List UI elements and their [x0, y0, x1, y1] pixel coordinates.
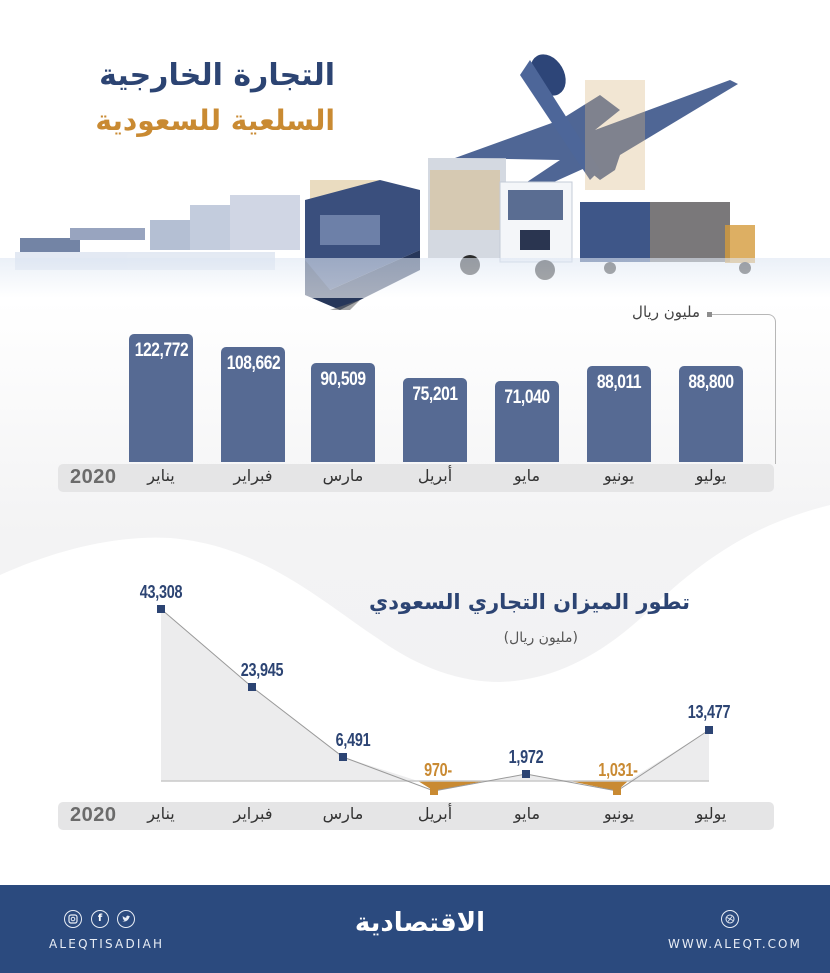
bar-jan: 122,772 [129, 334, 193, 462]
background-wave [0, 0, 830, 885]
month-label: يناير [147, 804, 175, 823]
bar-value: 88,800 [688, 372, 734, 393]
bar-unit-label: مليون ريال [632, 303, 700, 321]
unit-bracket [712, 314, 776, 464]
month-label: يوليو [695, 466, 727, 485]
page-subtitle: السلعية للسعودية [95, 104, 335, 137]
month-label: مارس [322, 466, 364, 485]
brand-logo[interactable]: الاقتصادية [354, 908, 486, 938]
social-handle: ALEQTISADIAH [49, 937, 165, 951]
website-link[interactable]: WWW.ALEQT.COM [668, 937, 802, 951]
bar-jul: 88,800 [679, 366, 743, 462]
point-value: 970- [424, 760, 452, 780]
balance-area-plot [157, 605, 713, 795]
point-marker [339, 753, 347, 761]
bar-value: 108,662 [226, 353, 281, 374]
year-label: 2020 [70, 466, 117, 488]
month-label: يونيو [603, 466, 635, 485]
bar-value: 71,040 [504, 387, 550, 408]
container-truck-icon [580, 202, 755, 274]
bar-may: 71,040 [495, 381, 559, 462]
bar-value: 90,509 [320, 369, 366, 390]
footer [0, 885, 830, 973]
point-marker [522, 770, 530, 778]
point-marker [613, 787, 621, 795]
month-label: أبريل [417, 804, 453, 823]
year-label: 2020 [70, 804, 117, 826]
month-label: مايو [513, 466, 541, 485]
point-marker [248, 683, 256, 691]
point-value: 43,308 [139, 582, 183, 602]
month-label: يونيو [603, 804, 635, 823]
bar-value: 75,201 [412, 384, 458, 405]
bar-value: 122,772 [134, 340, 189, 361]
point-value: 6,491 [335, 730, 371, 750]
facebook-icon[interactable]: f [91, 910, 109, 928]
month-label: فبراير [233, 804, 273, 823]
month-label: يوليو [695, 804, 727, 823]
bullet-icon [707, 312, 712, 317]
point-marker [705, 726, 713, 734]
point-value: 13,477 [687, 702, 731, 722]
point-value: 1,972 [508, 747, 544, 767]
point-marker [430, 787, 438, 795]
twitter-icon[interactable] [117, 910, 135, 928]
bar-jun: 88,011 [587, 366, 651, 462]
bar-month-axis: 2020 يناير فبراير مارس أبريل مايو يونيو … [58, 464, 774, 492]
month-label: أبريل [417, 466, 453, 485]
airplane-icon [455, 54, 738, 195]
bar-apr: 75,201 [403, 378, 467, 462]
line-chart-unit: (مليون ريال) [503, 630, 578, 646]
bar-value: 88,011 [596, 372, 642, 393]
point-value: 23,945 [240, 660, 284, 680]
month-label: مارس [322, 804, 364, 823]
month-label: فبراير [233, 466, 273, 485]
month-label: مايو [513, 804, 541, 823]
bar-feb: 108,662 [221, 347, 285, 462]
page-title: التجارة الخارجية [99, 58, 335, 93]
line-chart-title: تطور الميزان التجاري السعودي [369, 590, 690, 614]
month-label: يناير [147, 466, 175, 485]
point-marker [157, 605, 165, 613]
globe-icon[interactable] [721, 910, 739, 928]
transport-illustration [0, 54, 830, 310]
bar-mar: 90,509 [311, 363, 375, 462]
instagram-icon[interactable] [64, 910, 82, 928]
line-month-axis: 2020 يناير فبراير مارس أبريل مايو يونيو … [58, 802, 774, 830]
point-value: 1,031- [598, 760, 638, 780]
